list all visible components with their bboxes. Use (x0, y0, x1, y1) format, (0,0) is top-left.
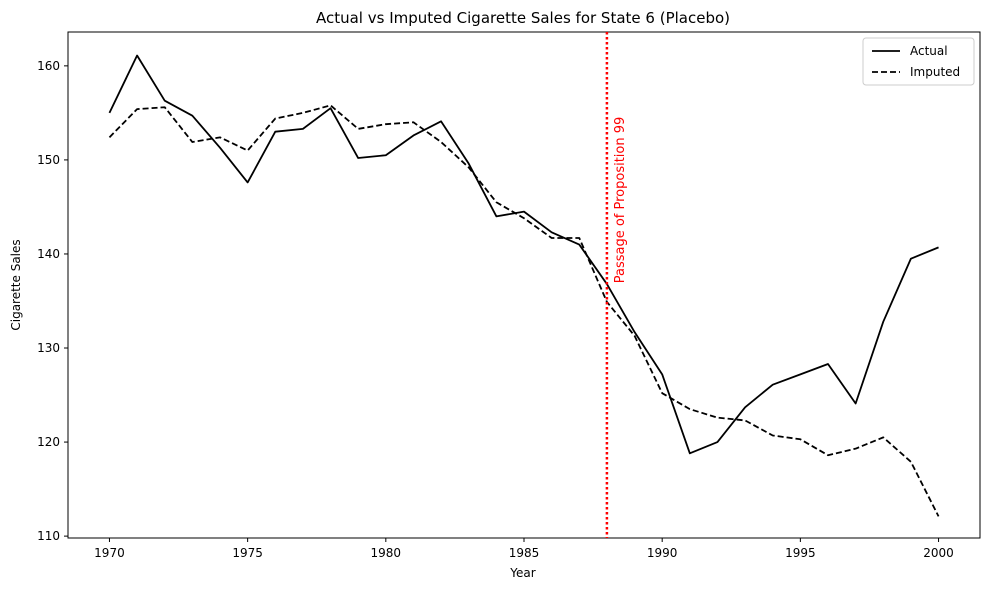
x-tick-label: 2000 (923, 546, 954, 560)
x-axis-label: Year (509, 566, 535, 580)
chart-title: Actual vs Imputed Cigarette Sales for St… (316, 9, 730, 27)
legend-box (862, 37, 975, 86)
y-tick-label: 140 (37, 247, 60, 261)
event-annotation: Passage of Proposition 99 (613, 117, 628, 284)
y-tick-label: 160 (37, 59, 60, 73)
y-axis-label: Cigarette Sales (9, 239, 23, 330)
x-tick-label: 1980 (371, 546, 402, 560)
series-line-actual (108, 54, 939, 455)
x-tick-label: 1970 (94, 546, 125, 560)
y-tick-label: 150 (37, 153, 60, 167)
y-axis: 110 120 130 140 150 160 (37, 59, 68, 543)
x-tick-label: 1995 (785, 546, 816, 560)
x-tick-label: 1975 (232, 546, 263, 560)
x-tick-label: 1990 (647, 546, 678, 560)
y-tick-label: 110 (37, 529, 60, 543)
legend-label-actual: Actual (910, 44, 948, 58)
series-layer (108, 54, 940, 517)
x-tick-label: 1985 (509, 546, 540, 560)
legend: Actual Imputed (862, 37, 975, 86)
series-line-imputed (108, 104, 940, 517)
x-axis: 1970 1975 1980 1985 1990 1995 2000 (94, 538, 954, 560)
y-tick-label: 120 (37, 435, 60, 449)
y-tick-label: 130 (37, 341, 60, 355)
legend-label-imputed: Imputed (910, 65, 960, 79)
plot-frame (67, 31, 981, 539)
